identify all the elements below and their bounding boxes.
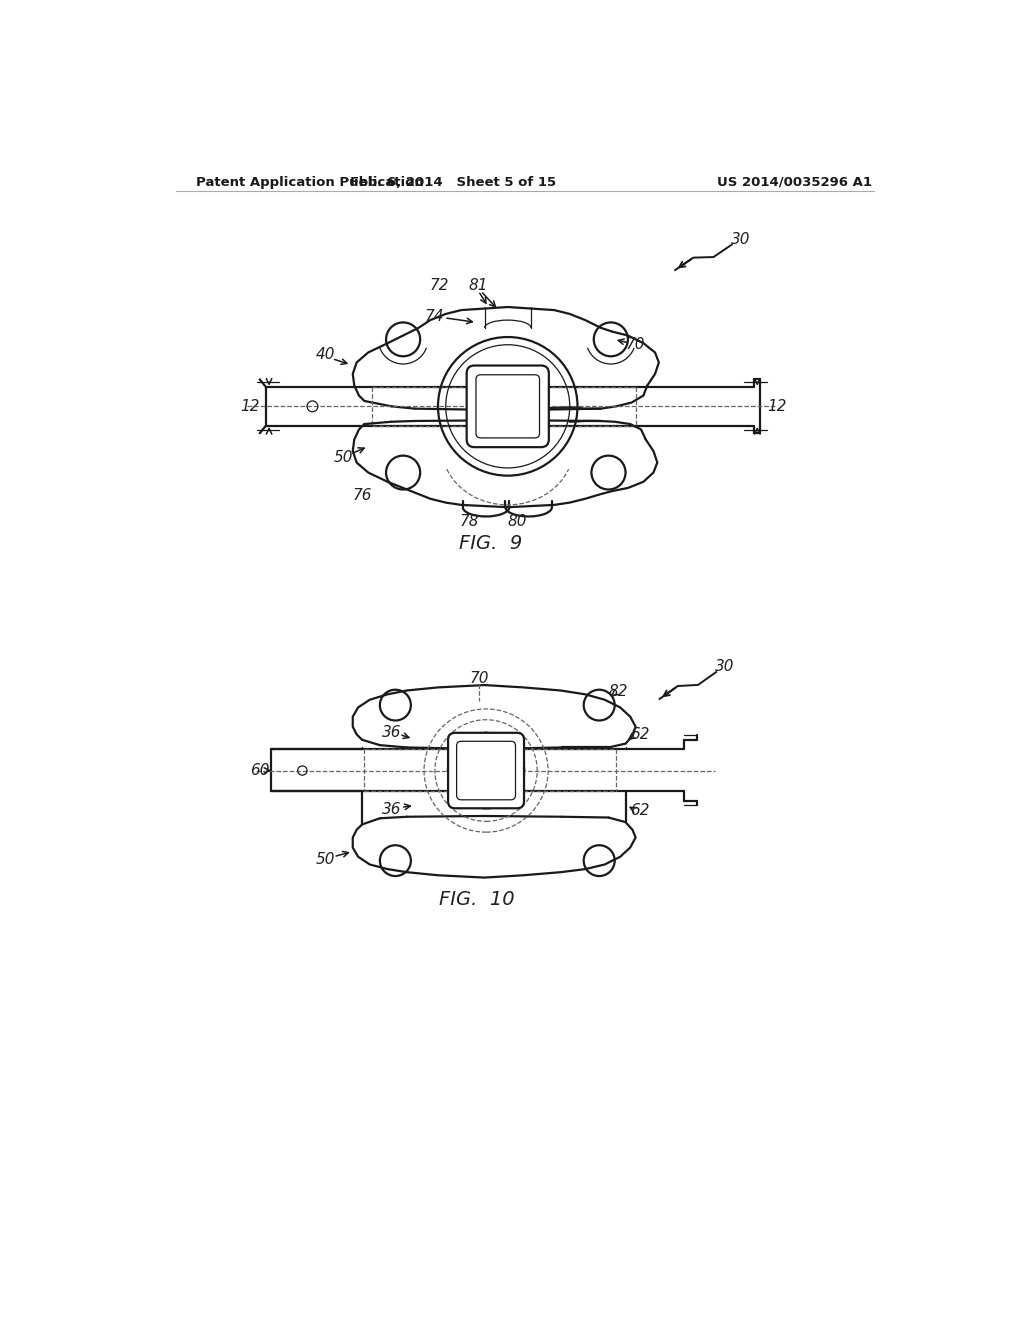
Text: FIG.  10: FIG. 10 — [439, 890, 515, 908]
Text: 50: 50 — [315, 851, 336, 867]
Text: 82: 82 — [608, 684, 628, 698]
Text: 12: 12 — [241, 399, 260, 414]
FancyBboxPatch shape — [457, 742, 515, 800]
Text: 12: 12 — [768, 399, 787, 414]
Text: 62: 62 — [630, 727, 649, 742]
FancyBboxPatch shape — [467, 366, 549, 447]
Text: 60: 60 — [250, 763, 269, 777]
Text: Patent Application Publication: Patent Application Publication — [197, 176, 424, 189]
Text: 40: 40 — [315, 347, 336, 362]
Text: 62: 62 — [630, 803, 649, 818]
Text: 36: 36 — [382, 801, 401, 817]
Text: FIG.  9: FIG. 9 — [459, 533, 522, 553]
FancyBboxPatch shape — [476, 375, 540, 438]
Text: Feb. 6, 2014   Sheet 5 of 15: Feb. 6, 2014 Sheet 5 of 15 — [350, 176, 557, 189]
Text: 74: 74 — [424, 309, 443, 323]
Text: US 2014/0035296 A1: US 2014/0035296 A1 — [717, 176, 872, 189]
Text: 70: 70 — [626, 337, 645, 352]
Text: 36: 36 — [382, 725, 401, 741]
Text: 80: 80 — [507, 515, 526, 529]
Text: 76: 76 — [353, 488, 373, 503]
Text: 70: 70 — [469, 671, 488, 685]
Text: 30: 30 — [730, 232, 750, 247]
Text: 30: 30 — [715, 659, 734, 675]
FancyBboxPatch shape — [449, 733, 524, 808]
Text: 50: 50 — [334, 450, 353, 465]
Text: 72: 72 — [430, 279, 450, 293]
Text: 81: 81 — [469, 279, 488, 293]
Text: 78: 78 — [459, 515, 479, 529]
